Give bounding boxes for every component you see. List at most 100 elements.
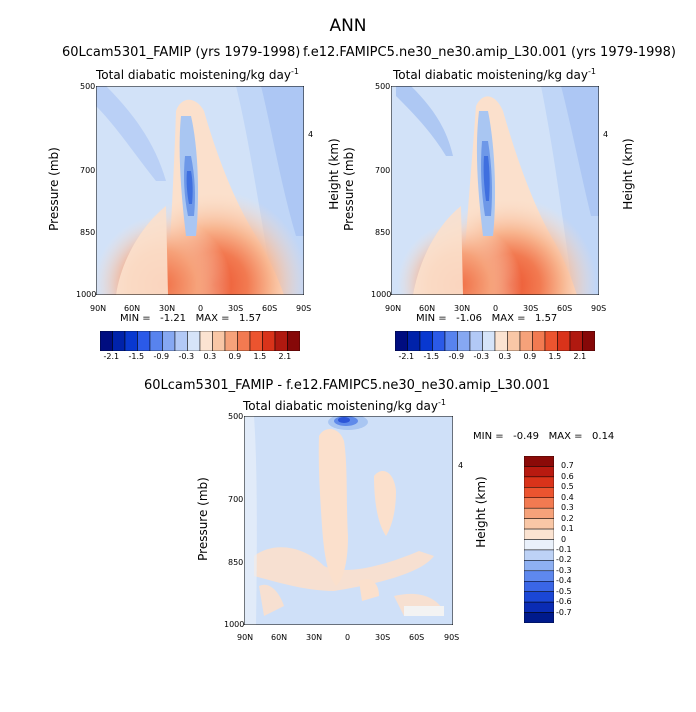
colorbar-swatch	[519, 331, 533, 351]
x-tick-60n-left: 60N	[124, 304, 141, 313]
colorbar-swatch	[524, 476, 554, 488]
colorbar-swatch	[507, 331, 521, 351]
x-tick-90s-left: 90S	[296, 304, 312, 313]
colorbar-label: -0.1	[556, 544, 572, 554]
y-axis-label-bottom: Pressure (mb)	[196, 477, 210, 561]
colorbar-swatch	[524, 466, 554, 478]
colorbar-label: -0.3	[178, 352, 195, 361]
colorbar-label: 0	[561, 534, 567, 544]
colorbar-swatch	[432, 331, 446, 351]
min-max-left: MIN = -1.21 MAX = 1.57	[120, 313, 262, 324]
contour-plot-right	[391, 86, 599, 295]
y-tick-1000-bottom: 1000	[224, 620, 245, 629]
colorbar-labels-right: -2.1 -1.5 -0.9 -0.3 0.3 0.9 1.5 2.1	[395, 351, 615, 365]
colorbar-right	[395, 331, 595, 351]
x-tick-30n-left: 30N	[159, 304, 176, 313]
colorbar-swatch	[249, 331, 263, 351]
colorbar-swatch	[162, 331, 176, 351]
colorbar-label: -2.1	[398, 352, 415, 361]
colorbar-swatch	[469, 331, 483, 351]
x-tick-60n-bottom: 60N	[271, 633, 288, 642]
contour-plot-left	[96, 86, 304, 295]
colorbar-label: -2.1	[103, 352, 120, 361]
y-tick-700-bottom: 700	[228, 495, 244, 504]
colorbar-swatch	[524, 549, 554, 561]
colorbar-swatch	[287, 331, 300, 351]
x-tick-30n-bottom: 30N	[306, 633, 323, 642]
x-tick-0-left: 0	[198, 304, 204, 313]
colorbar-label: 0.9	[523, 352, 537, 361]
y-tick-700-left: 700	[80, 166, 96, 175]
colorbar-swatch	[457, 331, 471, 351]
colorbar-label: 0.7	[561, 461, 574, 471]
colorbar-swatch	[569, 331, 583, 351]
colorbar-label: 2.1	[278, 352, 292, 361]
x-tick-90n-bottom: 90N	[237, 633, 254, 642]
y2-axis-label-bottom: Height (km)	[474, 476, 488, 548]
colorbar-swatch	[524, 591, 554, 603]
panel-subtitle-left: Total diabatic moistening/kg day-1	[96, 67, 299, 82]
colorbar-swatch	[524, 581, 554, 592]
y-axis-label-left: Pressure (mb)	[47, 147, 61, 231]
x-tick-90n-left: 90N	[90, 304, 107, 313]
colorbar-swatch	[237, 331, 251, 351]
x-tick-30s-left: 30S	[228, 304, 244, 313]
colorbar-label: 0.5	[561, 482, 574, 492]
colorbar-label: 0.3	[498, 352, 512, 361]
colorbar-labels-bottom: 0.7 0.6 0.5 0.4 0.3 0.2 0.1 0 -0.1 -0.2 -0.3 -0.4 -0…	[556, 456, 596, 623]
x-tick-0-bottom: 0	[345, 633, 351, 642]
x-tick-60s-left: 60S	[262, 304, 278, 313]
y2-tick-4-right: 4	[603, 130, 609, 139]
colorbar-swatch	[199, 331, 213, 351]
colorbar-swatch	[149, 331, 163, 351]
y-axis-label-right: Pressure (mb)	[342, 147, 356, 231]
colorbar-label: -0.9	[448, 352, 465, 361]
colorbar-swatch	[262, 331, 276, 351]
colorbar-label: -0.7	[556, 607, 572, 617]
colorbar-swatch	[524, 560, 554, 572]
x-tick-60s-bottom: 60S	[409, 633, 425, 642]
colorbar-label: 0.2	[561, 513, 574, 523]
panel-title-bottom: 60Lcam5301_FAMIP - f.e12.FAMIPC5.ne30_ne…	[144, 378, 551, 393]
min-max-right: MIN = -1.06 MAX = 1.57	[416, 313, 558, 324]
colorbar-label: -0.3	[556, 565, 572, 575]
colorbar-label: 0.1	[561, 524, 574, 534]
colorbar-label: -0.5	[556, 586, 572, 596]
colorbar-label: 0.6	[561, 471, 574, 481]
colorbar-label: -0.4	[556, 576, 572, 586]
colorbar-label: 0.3	[561, 503, 574, 513]
colorbar-swatch	[532, 331, 546, 351]
contour-plot-bottom	[244, 416, 453, 625]
colorbar-left	[100, 331, 300, 351]
colorbar-swatch	[524, 601, 554, 613]
colorbar-swatch	[100, 331, 113, 351]
panel-subtitle-right: Total diabatic moistening/kg day-1	[393, 67, 596, 82]
colorbar-swatch	[557, 331, 571, 351]
panel-subtitle-bottom: Total diabatic moistening/kg day-1	[243, 398, 446, 413]
min-max-bottom: MIN = -0.49 MAX = 0.14	[473, 431, 615, 442]
figure-title: ANN	[329, 16, 367, 36]
colorbar-swatch	[524, 456, 554, 467]
colorbar-swatch	[524, 539, 554, 551]
x-tick-30n-right: 30N	[454, 304, 471, 313]
colorbar-label: -0.6	[556, 597, 572, 607]
colorbar-swatch	[524, 518, 554, 530]
x-tick-30s-right: 30S	[523, 304, 539, 313]
colorbar-swatch	[544, 331, 558, 351]
y2-axis-label-left: Height (km)	[327, 138, 341, 210]
x-tick-0-right: 0	[493, 304, 499, 313]
y2-tick-4-left: 4	[308, 130, 314, 139]
y2-tick-4-bottom: 4	[458, 461, 464, 470]
y-tick-1000-right: 1000	[371, 290, 392, 299]
colorbar-label: 0.3	[203, 352, 217, 361]
colorbar-swatch	[524, 528, 554, 540]
colorbar-swatch	[112, 331, 126, 351]
y-tick-500-right: 500	[375, 82, 391, 91]
colorbar-swatch	[494, 331, 508, 351]
colorbar-swatch	[124, 331, 138, 351]
colorbar-label: -0.2	[556, 555, 572, 565]
colorbar-swatch	[524, 497, 554, 509]
colorbar-label: 0.9	[228, 352, 242, 361]
colorbar-label: 1.5	[253, 352, 267, 361]
colorbar-label: -1.5	[128, 352, 145, 361]
